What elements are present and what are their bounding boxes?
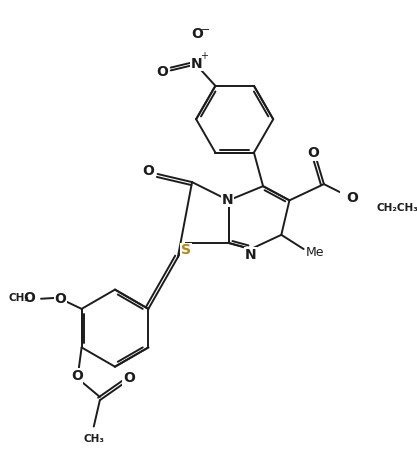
Text: N: N — [191, 57, 202, 71]
Text: O: O — [307, 146, 319, 160]
Text: Me: Me — [306, 246, 324, 259]
Text: O: O — [157, 65, 168, 80]
Text: O: O — [71, 369, 83, 383]
Text: CH₃: CH₃ — [9, 293, 30, 303]
Text: N: N — [245, 248, 257, 262]
Text: CH₂CH₃: CH₂CH₃ — [377, 203, 417, 213]
Text: O: O — [143, 164, 155, 178]
Text: CH₃: CH₃ — [83, 434, 104, 444]
Text: S: S — [181, 243, 191, 257]
Text: −: − — [201, 25, 210, 35]
Text: O: O — [55, 290, 66, 304]
Text: O: O — [123, 371, 135, 385]
Text: O: O — [55, 292, 66, 306]
Text: +: + — [200, 51, 208, 61]
Text: O: O — [23, 291, 35, 305]
Text: O: O — [191, 27, 203, 41]
Text: O: O — [347, 191, 358, 205]
Text: N: N — [222, 193, 234, 207]
